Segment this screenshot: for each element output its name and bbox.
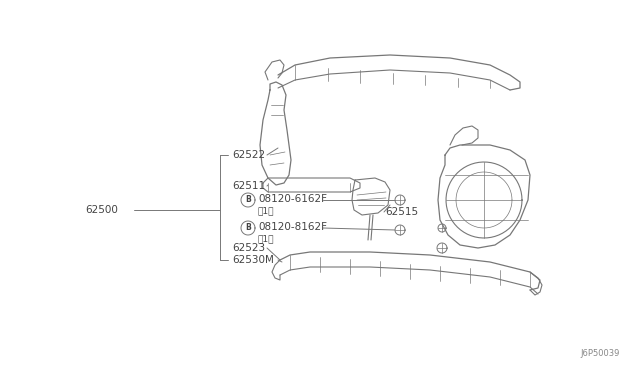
Text: B: B: [245, 196, 251, 205]
Text: 〇1〈: 〇1〈: [258, 206, 275, 215]
Text: 62522: 62522: [232, 150, 265, 160]
Text: 08120-6162F: 08120-6162F: [258, 194, 327, 204]
Text: B: B: [245, 224, 251, 232]
Text: 62530M: 62530M: [232, 255, 274, 265]
Text: 62515: 62515: [385, 207, 418, 217]
Text: 08120-8162F: 08120-8162F: [258, 222, 327, 232]
Text: 〇1〈: 〇1〈: [258, 234, 275, 244]
Text: 62511: 62511: [232, 181, 265, 191]
Text: 62500: 62500: [85, 205, 118, 215]
Text: 62523: 62523: [232, 243, 265, 253]
Text: J6P50039: J6P50039: [580, 349, 620, 358]
